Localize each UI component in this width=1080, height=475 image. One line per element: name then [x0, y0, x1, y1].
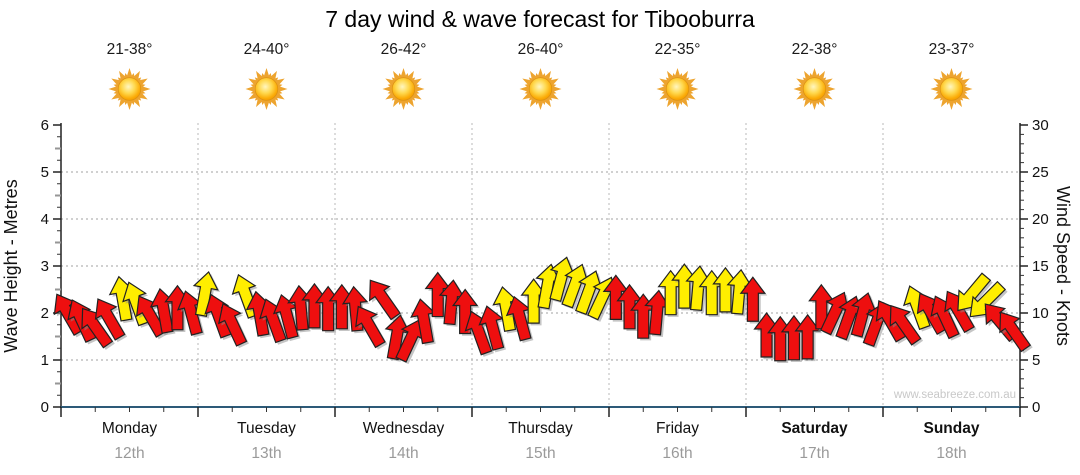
temperature-label: 22-35° — [655, 41, 701, 58]
sun-core — [528, 77, 553, 101]
sun-ray — [930, 85, 941, 93]
day-name-label: Thursday — [508, 420, 573, 437]
wind-arrow — [889, 304, 922, 346]
sun-core — [802, 77, 827, 101]
temperature-label: 26-42° — [381, 41, 427, 58]
temperature-label: 24-40° — [244, 41, 290, 58]
sun-core — [254, 77, 279, 101]
sun-core — [391, 77, 416, 101]
right-tick-label: 20 — [1032, 211, 1049, 228]
day-date-label: 14th — [388, 445, 418, 462]
temperature-label: 23-37° — [929, 41, 975, 58]
temperature-label: 22-38° — [792, 41, 838, 58]
left-axis-title: Wave Height - Metres — [1, 179, 21, 352]
sun-ray — [674, 68, 681, 79]
right-tick-label: 25 — [1032, 164, 1049, 181]
sun-ray — [519, 85, 530, 93]
wind-arrows — [53, 256, 1033, 365]
sun-core — [117, 77, 142, 101]
sun-ray — [263, 68, 270, 79]
sun-ray — [948, 68, 955, 79]
sun-ray — [126, 68, 133, 79]
sun-ray — [537, 99, 544, 110]
day-date-label: 15th — [525, 445, 555, 462]
sun-icon — [930, 68, 973, 110]
right-tick-label: 15 — [1032, 258, 1049, 275]
daily-header: 21-38° 24-40° 26-42° 26-40° 22-35° 22-38° 23-3… — [107, 41, 975, 110]
right-tick-label: 30 — [1032, 117, 1049, 134]
wind-arrow — [192, 270, 219, 317]
sun-icon — [382, 68, 425, 110]
sun-ray — [537, 68, 544, 79]
day-name-label: Saturday — [781, 420, 848, 437]
sun-ray — [126, 99, 133, 110]
temperature-label: 21-38° — [107, 41, 153, 58]
left-tick-label: 1 — [41, 352, 49, 369]
sun-ray — [793, 85, 804, 93]
sun-ray — [263, 99, 270, 110]
wind-arrow — [94, 298, 126, 341]
day-name-label: Wednesday — [363, 420, 445, 437]
watermark: www.seabreeze.com.au — [893, 389, 1016, 401]
sun-icon — [519, 68, 562, 110]
gridlines — [61, 123, 1020, 407]
wind-arrow — [355, 305, 386, 349]
temperature-label: 26-40° — [518, 41, 564, 58]
wind-arrow — [478, 305, 505, 351]
sun-ray — [811, 68, 818, 79]
page-title: 7 day wind & wave forecast for Tibooburr… — [325, 6, 755, 32]
day-date-label: 17th — [799, 445, 829, 462]
sun-ray — [551, 85, 562, 93]
sun-icon — [656, 68, 699, 110]
sun-ray — [400, 68, 407, 79]
day-date-label: 16th — [662, 445, 692, 462]
sun-ray — [382, 85, 393, 93]
left-tick-label: 2 — [41, 305, 49, 322]
day-date-label: 12th — [114, 445, 144, 462]
sun-icon — [108, 68, 151, 110]
right-tick-label: 0 — [1032, 399, 1040, 416]
left-tick-label: 6 — [41, 117, 49, 134]
sun-ray — [245, 85, 256, 93]
wind-arrow — [999, 311, 1032, 353]
sun-ray — [140, 85, 151, 93]
day-date-label: 13th — [251, 445, 281, 462]
axes: 0 1 2 3 4 5 6 0 5 10 15 20 25 30 — [41, 117, 1049, 417]
left-tick-label: 4 — [41, 211, 49, 228]
sun-ray — [108, 85, 119, 93]
right-tick-label: 5 — [1032, 352, 1040, 369]
wind-arrow — [451, 288, 479, 335]
sun-icon — [245, 68, 288, 110]
sun-core — [939, 77, 964, 101]
left-tick-label: 3 — [41, 258, 49, 275]
sun-ray — [811, 99, 818, 110]
day-name-label: Friday — [656, 420, 699, 437]
right-axis-title: Wind Speed - Knots — [1053, 186, 1073, 346]
left-tick-label: 5 — [41, 164, 49, 181]
sun-core — [665, 77, 690, 101]
wind-arrow — [369, 279, 401, 321]
sun-ray — [400, 99, 407, 110]
sun-icon — [793, 68, 836, 110]
sun-ray — [674, 99, 681, 110]
wind-arrow — [218, 302, 248, 347]
sun-ray — [688, 85, 699, 93]
sun-ray — [948, 99, 955, 110]
sun-ray — [277, 85, 288, 93]
day-date-label: 18th — [936, 445, 966, 462]
sun-ray — [414, 85, 425, 93]
day-labels: Monday 12th Tuesday 13th Wednesday 14th Thursd… — [102, 420, 980, 462]
day-name-label: Tuesday — [237, 420, 296, 437]
day-name-label: Monday — [102, 420, 157, 437]
right-tick-label: 10 — [1032, 305, 1049, 322]
sun-ray — [656, 85, 667, 93]
sun-ray — [962, 85, 973, 93]
wind-arrow — [739, 276, 767, 322]
sun-ray — [825, 85, 836, 93]
day-name-label: Sunday — [924, 420, 980, 437]
left-tick-label: 0 — [41, 399, 49, 416]
